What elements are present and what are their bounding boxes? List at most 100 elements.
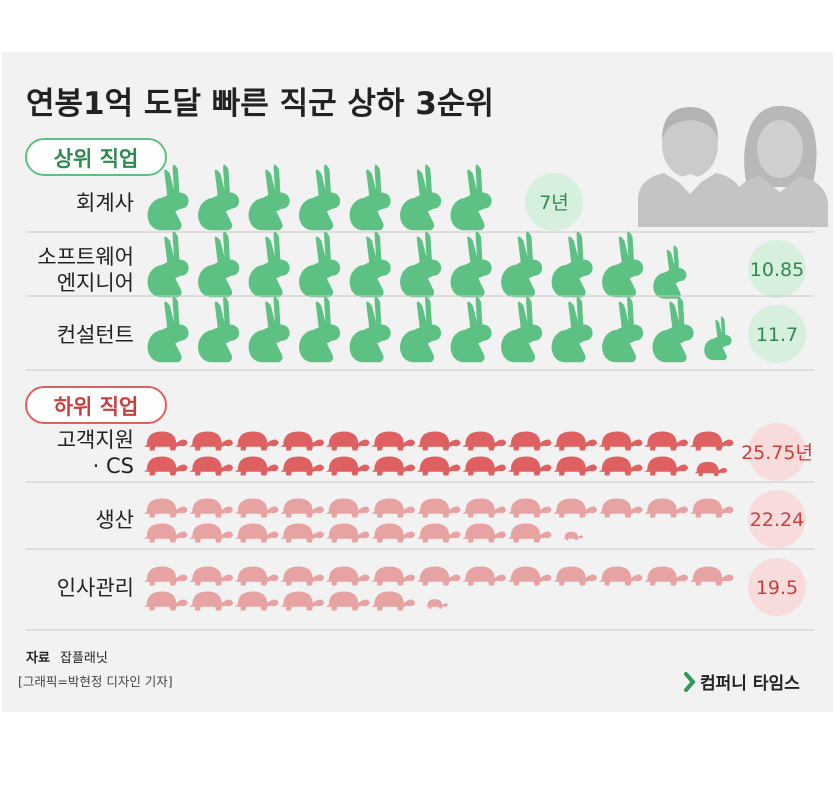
section-header-pill (25, 386, 167, 424)
turtle-icon (371, 498, 416, 518)
turtle-icon (507, 431, 552, 451)
row-0-2: 컨설턴트 11.7 (26, 296, 814, 371)
turtle-icon (553, 498, 598, 518)
turtle-icon (507, 523, 552, 543)
turtle-icon (553, 456, 598, 476)
row-label: 회계사 (76, 191, 134, 215)
row-0-0: 회계사 7년 (26, 164, 814, 233)
turtle-icon (462, 566, 507, 586)
value-label: 22.24 (750, 509, 804, 531)
rabbit-icon (198, 164, 240, 231)
turtle-icon (416, 498, 461, 518)
turtle-icon (325, 566, 370, 586)
turtle-icon (280, 591, 325, 611)
turtle-icon (325, 431, 370, 451)
row-1-2: 인사관리 19.5 (26, 558, 814, 631)
chart-title: 연봉1억 도달 빠른 직군 상하 3순위 (26, 86, 494, 122)
turtle-icon (189, 498, 234, 518)
section-header-label: 하위 직업 (54, 395, 139, 419)
graphic-credit: [그래픽=박현정 디자인 기자] (18, 674, 173, 689)
turtle-icon (416, 431, 461, 451)
turtle-icon (143, 566, 188, 586)
turtle-icon (644, 456, 689, 476)
value-label: 10.85 (750, 259, 804, 281)
turtle-icon (563, 531, 584, 541)
turtle-icon (143, 591, 188, 611)
turtle-icon (598, 456, 643, 476)
rabbit-icon (147, 231, 189, 298)
turtle-icon (325, 523, 370, 543)
rabbit-icon (349, 296, 391, 363)
turtle-icon (689, 431, 734, 451)
turtle-icon (644, 566, 689, 586)
rabbit-icon (602, 296, 644, 363)
turtle-icon (189, 456, 234, 476)
rabbit-icon (349, 164, 391, 231)
turtle-icon (143, 498, 188, 518)
row-label: 고객지원 (57, 428, 134, 452)
turtle-icon (371, 456, 416, 476)
turtle-icon (234, 566, 279, 586)
turtle-icon (189, 523, 234, 543)
turtle-icon (553, 431, 598, 451)
value-label: 7년 (539, 192, 569, 214)
rabbit-icon (450, 164, 492, 231)
turtle-icon (507, 566, 552, 586)
rabbit-icon (450, 296, 492, 363)
rabbit-icon (248, 231, 290, 298)
row-label: 컨설턴트 (57, 323, 134, 347)
publisher-name: 컴퍼니 타임스 (700, 673, 800, 694)
turtle-icon (371, 523, 416, 543)
male-person-icon (638, 107, 742, 227)
value-badge (748, 490, 806, 548)
row-1-0: 고객지원· CS 25.75년 (26, 423, 814, 483)
rabbit-icon (400, 231, 442, 298)
infographic-card: 연봉1억 도달 빠른 직군 상하 3순위 상위 직업 회계사 7년 소프트웨어 엔지니어… (2, 52, 833, 712)
section-header-label: 상위 직업 (54, 147, 139, 171)
rabbit-icon (198, 296, 240, 363)
turtle-icon (598, 498, 643, 518)
value-badge (748, 240, 806, 298)
turtle-icon (694, 461, 728, 477)
turtle-icon (644, 498, 689, 518)
turtle-icon (553, 566, 598, 586)
rabbit-icon (248, 296, 290, 363)
rabbit-icon (400, 164, 442, 231)
rabbit-icon (652, 296, 694, 363)
turtle-icon (371, 566, 416, 586)
turtle-icon (189, 431, 234, 451)
rabbit-icon (501, 296, 543, 363)
source-label: 자료 (26, 651, 50, 666)
rabbit-icon (248, 164, 290, 231)
turtle-icon (371, 431, 416, 451)
value-label: 25.75년 (741, 442, 813, 464)
value-label: 11.7 (756, 324, 798, 346)
section-header-pill (25, 138, 167, 176)
turtle-icon (325, 498, 370, 518)
turtle-icon (371, 591, 416, 611)
turtle-icon (644, 431, 689, 451)
turtle-icon (507, 456, 552, 476)
turtle-icon (280, 456, 325, 476)
turtle-icon (325, 591, 370, 611)
rabbit-icon (147, 296, 189, 363)
rabbit-icon (450, 231, 492, 298)
turtle-icon (234, 498, 279, 518)
turtle-icon (689, 498, 734, 518)
row-label: · CS (93, 454, 134, 478)
source-name: 잡플래닛 (60, 651, 108, 666)
value-badge (748, 423, 806, 481)
turtle-icon (598, 431, 643, 451)
turtle-icon (189, 566, 234, 586)
turtle-icon (425, 599, 448, 609)
turtle-icon (189, 591, 234, 611)
row-label: 생산 (95, 508, 134, 532)
female-person-icon (732, 105, 828, 227)
rabbit-icon (653, 245, 687, 299)
turtle-icon (598, 566, 643, 586)
turtle-icon (143, 523, 188, 543)
value-label: 19.5 (756, 577, 798, 599)
rabbit-icon (299, 296, 341, 363)
